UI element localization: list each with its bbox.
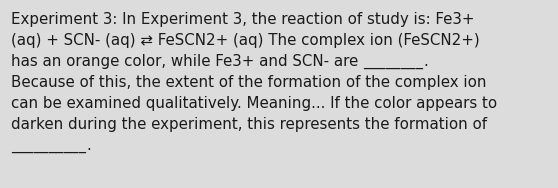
- Text: .: .: [86, 138, 91, 153]
- Text: can be examined qualitatively. Meaning... If the color appears to: can be examined qualitatively. Meaning..…: [11, 96, 497, 111]
- Text: __________: __________: [11, 138, 86, 153]
- Text: ________: ________: [363, 54, 423, 69]
- Text: Because of this, the extent of the formation of the complex ion: Because of this, the extent of the forma…: [11, 75, 487, 90]
- Text: Experiment 3: In Experiment 3, the reaction of study is: Fe3+: Experiment 3: In Experiment 3, the react…: [11, 12, 474, 27]
- Text: (aq) + SCN- (aq) ⇄ FeSCN2+ (aq) The complex ion (FeSCN2+): (aq) + SCN- (aq) ⇄ FeSCN2+ (aq) The comp…: [11, 33, 480, 48]
- Text: .: .: [423, 54, 428, 69]
- Text: darken during the experiment, this represents the formation of: darken during the experiment, this repre…: [11, 117, 487, 132]
- Text: has an orange color, while Fe3+ and SCN- are: has an orange color, while Fe3+ and SCN-…: [11, 54, 363, 69]
